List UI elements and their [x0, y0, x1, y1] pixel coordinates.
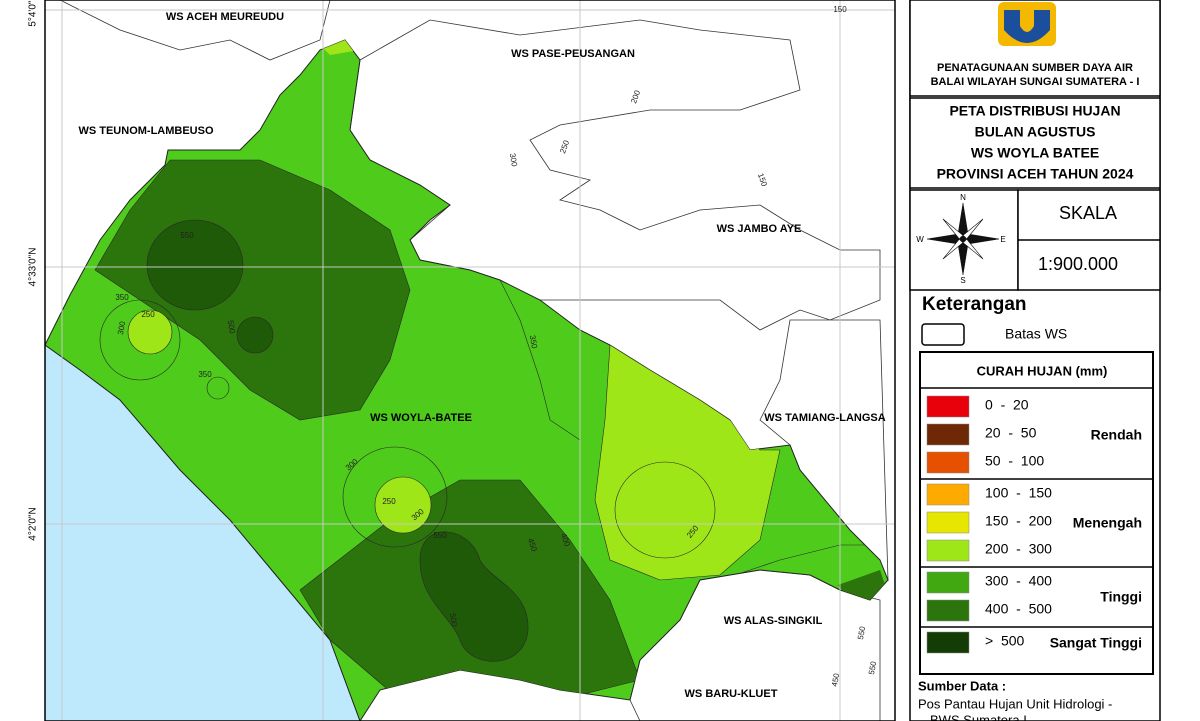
isohyet — [206, 376, 230, 400]
contour-label: 550 — [180, 231, 194, 240]
zone-200-300 — [594, 344, 781, 581]
contour-label: 450 — [830, 672, 841, 687]
compass-box — [909, 189, 1019, 291]
contour-label: 300 — [116, 320, 127, 335]
class-range: 200 - 300 — [985, 541, 1052, 557]
contour-label: 150 — [756, 172, 769, 188]
compass-e: E — [1000, 235, 1005, 244]
region-label: WS TAMIANG-LANGSA — [764, 412, 885, 424]
compass-rose: N E S W — [916, 193, 1005, 285]
compass-arms — [942, 218, 984, 260]
region-label: WS ALAS-SINGKIL — [724, 615, 823, 627]
group-name: Sangat Tinggi — [1050, 635, 1142, 651]
title-line: BULAN AGUSTUS — [975, 124, 1096, 140]
region-label: WS PASE-PEUSANGAN — [511, 48, 635, 60]
rainfall-zones — [94, 40, 888, 701]
scale-value: 1:900.000 — [1038, 254, 1118, 274]
legend-title: Keterangan — [922, 294, 1027, 315]
title-line: WS WOYLA BATEE — [971, 145, 1099, 161]
logo — [998, 2, 1056, 46]
coordinate-label: 5°4'0"N — [28, 0, 39, 27]
class-swatch — [926, 483, 970, 506]
zone-200-300 — [127, 309, 173, 355]
scale-label: SKALA — [1059, 203, 1117, 223]
rain-classes: 0 - 20 20 - 50 50 - 100 Rendah 100 - 150 150 … — [920, 395, 1153, 654]
title-line: PROVINSI ACEH TAHUN 2024 — [937, 166, 1134, 182]
rain-legend-title: CURAH HUJAN (mm) — [977, 363, 1108, 378]
contour-label: 250 — [141, 310, 155, 319]
contour-label: 150 — [833, 5, 847, 14]
region-label: WS TEUNOM-LAMBEUSO — [78, 125, 213, 137]
class-range: 150 - 200 — [985, 513, 1052, 529]
zone-over-500 — [236, 316, 274, 354]
contour-label: 500 — [226, 320, 237, 335]
compass-s: S — [960, 276, 965, 285]
source-title: Sumber Data : — [918, 678, 1006, 693]
basin-boundary — [59, 0, 331, 61]
isohyet — [719, 544, 880, 581]
contour-label: 250 — [558, 139, 571, 155]
map-labels: 5°4'0"N 4°33'0"N 4°2'0"N WS ACEH MEUREUDU WS… — [28, 0, 886, 700]
class-swatch — [926, 395, 970, 418]
group-name: Rendah — [1091, 427, 1142, 443]
class-range: > 500 — [985, 633, 1025, 649]
region-label: WS BARU-KLUET — [685, 688, 778, 700]
class-swatch — [926, 599, 970, 622]
contour-label: 250 — [382, 497, 396, 506]
isohyet — [499, 279, 581, 441]
group-name: Menengah — [1073, 515, 1142, 531]
agency: BALAI WILAYAH SUNGAI SUMATERA - I — [931, 76, 1140, 88]
source-line: Pos Pantau Hujan Unit Hidrologi - — [918, 696, 1112, 711]
coordinate-label: 4°33'0"N — [28, 248, 39, 287]
zone-over-500 — [419, 531, 529, 662]
contour-label: 400 — [559, 532, 572, 548]
contour-label: 550 — [433, 531, 447, 540]
contour-label: 300 — [508, 153, 519, 168]
class-swatch — [926, 451, 970, 474]
boundary-swatch — [921, 323, 965, 346]
boundary-label: Batas WS — [1005, 326, 1067, 342]
compass-n: N — [960, 193, 966, 202]
region-label: WS JAMBO AYE — [717, 223, 802, 235]
class-range: 100 - 150 — [985, 485, 1052, 501]
title: PETA DISTRIBUSI HUJAN BULAN AGUSTUS WS WOY… — [937, 103, 1134, 182]
class-swatch — [926, 539, 970, 562]
class-range: 50 - 100 — [985, 453, 1044, 469]
contour-label: 550 — [856, 625, 867, 640]
map-frame: 5°4'0"N 4°33'0"N 4°2'0"N WS ACEH MEUREUDU WS… — [28, 0, 896, 721]
title-line: PETA DISTRIBUSI HUJAN — [949, 103, 1120, 119]
class-swatch — [926, 511, 970, 534]
class-range: 300 - 400 — [985, 573, 1052, 589]
class-swatch — [926, 631, 970, 654]
compass-w: W — [916, 235, 924, 244]
logo-shape — [1004, 10, 1050, 43]
contour-label: 350 — [198, 370, 212, 379]
class-range: 400 - 500 — [985, 601, 1052, 617]
contour-label: 450 — [526, 537, 539, 553]
group-name: Tinggi — [1100, 589, 1142, 605]
zone-over-500 — [146, 219, 244, 311]
contour-label: 500 — [448, 613, 459, 628]
contour-label: 350 — [528, 335, 539, 350]
region-label: WS ACEH MEUREUDU — [166, 11, 284, 23]
zone-200-300 — [374, 476, 432, 534]
contour-label: 200 — [629, 89, 642, 105]
legend-panel: PENATAGUNAAN SUMBER DAYA AIR BALAI WILAY… — [909, 0, 1161, 721]
isohyet — [99, 299, 181, 381]
agency: PENATAGUNAAN SUMBER DAYA AIR — [937, 62, 1133, 74]
class-range: 0 - 20 — [985, 397, 1029, 413]
map-border — [44, 0, 896, 721]
isohyet — [342, 446, 448, 548]
coordinate-label: 4°2'0"N — [28, 507, 39, 540]
contour-label: 350 — [115, 293, 129, 302]
class-range: 20 - 50 — [985, 425, 1037, 441]
region-label: WS WOYLA-BATEE — [370, 412, 472, 424]
isohyet — [614, 461, 716, 559]
source-line: BWS Sumatera I — [930, 712, 1027, 721]
class-swatch — [926, 423, 970, 446]
contour-label: 550 — [867, 660, 878, 675]
class-swatch — [926, 571, 970, 594]
title-box — [909, 97, 1161, 189]
